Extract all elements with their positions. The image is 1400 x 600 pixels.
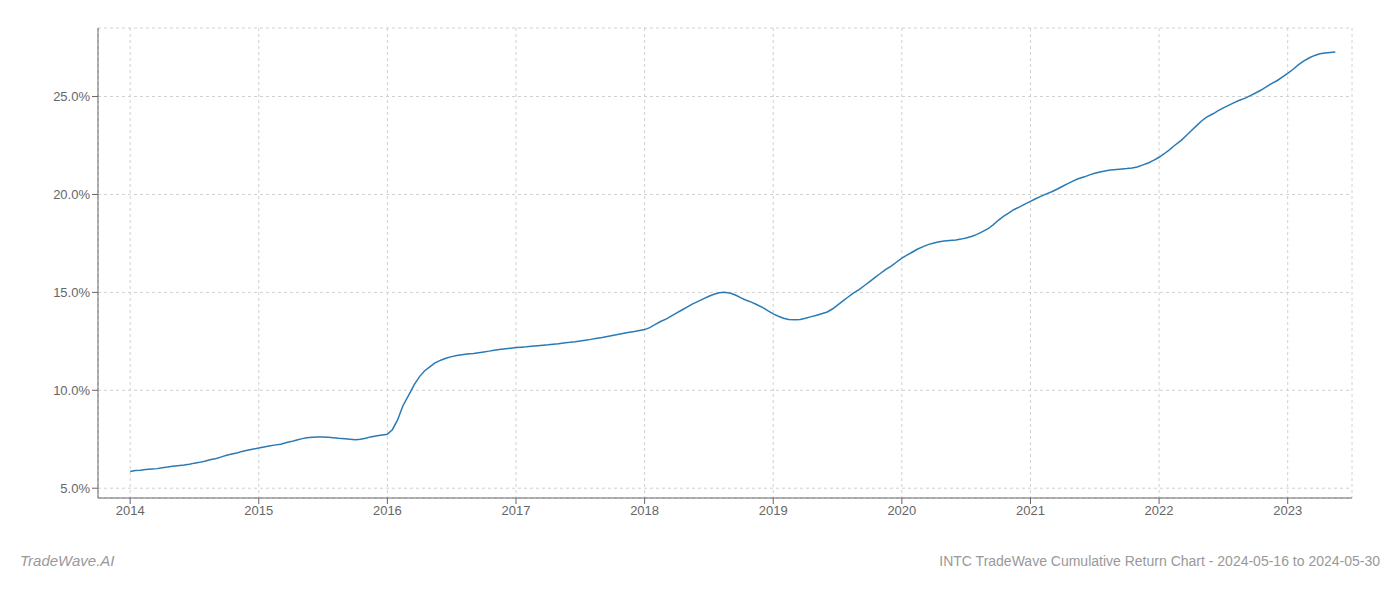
html-text:INTC TradeWave Cumulative Retu: INTC TradeWave Cumulative Return Chart -… <box>939 553 1380 569</box>
svg-text:15.0%: 15.0% <box>53 285 90 300</box>
svg-text:2014: 2014 <box>116 503 145 518</box>
svg-text:2023: 2023 <box>1273 503 1302 518</box>
svg-text:2021: 2021 <box>1016 503 1045 518</box>
svg-text:5.0%: 5.0% <box>60 481 90 496</box>
svg-text:2017: 2017 <box>502 503 531 518</box>
svg-text:2019: 2019 <box>759 503 788 518</box>
svg-text:10.0%: 10.0% <box>53 383 90 398</box>
html-text:TradeWave.AI: TradeWave.AI <box>20 552 115 569</box>
svg-text:2020: 2020 <box>887 503 916 518</box>
svg-text:2018: 2018 <box>630 503 659 518</box>
svg-text:2022: 2022 <box>1145 503 1174 518</box>
svg-text:20.0%: 20.0% <box>53 187 90 202</box>
svg-text:2015: 2015 <box>244 503 273 518</box>
svg-text:25.0%: 25.0% <box>53 89 90 104</box>
svg-text:2016: 2016 <box>373 503 402 518</box>
